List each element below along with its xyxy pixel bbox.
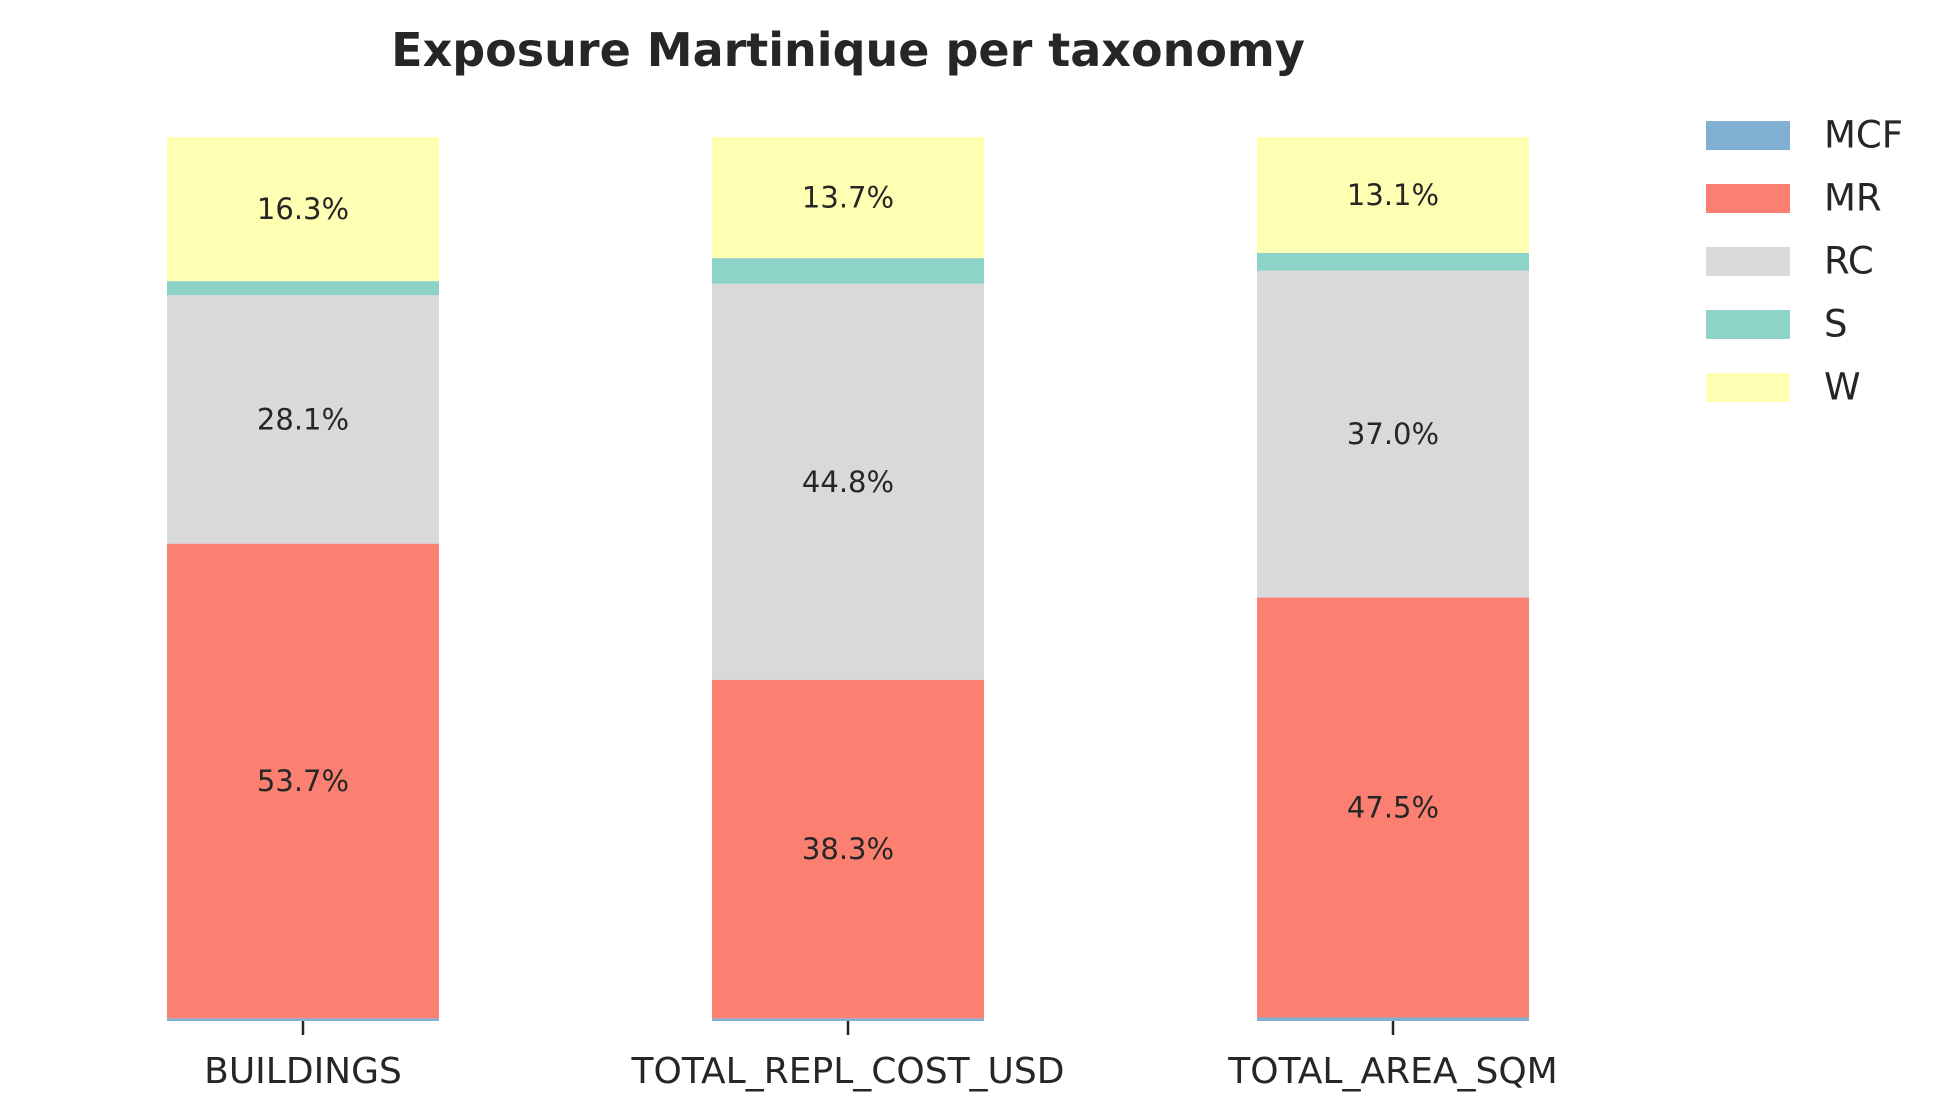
x-axis: BUILDINGS TOTAL_REPL_COST_USD TOTAL_AREA_S… xyxy=(204,1021,1558,1092)
x-tick-label-2: TOTAL_REPL_COST_USD xyxy=(631,1051,1065,1092)
bar-segment-mcf-2 xyxy=(712,1018,984,1021)
bar-segment-w-3 xyxy=(1257,137,1529,253)
legend-label-mr: MR xyxy=(1824,177,1882,220)
data-label-w-1: 16.3% xyxy=(257,192,349,226)
bar-segment-rc-2 xyxy=(712,283,984,680)
bar-segment-s-3 xyxy=(1257,252,1529,271)
legend-label-s: S xyxy=(1824,303,1848,346)
bar-segment-mr-3 xyxy=(1257,597,1529,1018)
bar-segment-w-1 xyxy=(167,137,439,282)
bar-segment-mcf-1 xyxy=(167,1018,439,1021)
x-tick-label-1: BUILDINGS xyxy=(204,1051,402,1092)
chart-title: Exposure Martinique per taxonomy xyxy=(391,23,1305,77)
bars-layer xyxy=(167,137,1529,1021)
bar-segment-rc-3 xyxy=(1257,270,1529,598)
data-label-mr-3: 47.5% xyxy=(1347,791,1439,825)
legend: MCF MR RC SW xyxy=(1706,114,1903,409)
data-labels-layer: 53.7% 28.1% 16.3% 38.3% 44.8% 13.7% 47.5% 37.0%… xyxy=(257,178,1439,866)
legend-label-w: W xyxy=(1824,366,1861,409)
legend-swatch-rc xyxy=(1706,247,1790,276)
bar-segment-mr-1 xyxy=(167,543,439,1019)
legend-swatch-mr xyxy=(1706,184,1790,213)
x-tick-label-3: TOTAL_AREA_SQM xyxy=(1227,1051,1557,1092)
data-label-rc-1: 28.1% xyxy=(257,402,349,436)
legend-swatch-w xyxy=(1706,373,1790,402)
bar-segment-w-2 xyxy=(712,137,984,259)
data-label-rc-3: 37.0% xyxy=(1347,417,1439,451)
bar-segment-s-2 xyxy=(712,258,984,284)
bar-segment-mcf-3 xyxy=(1257,1017,1529,1021)
data-label-w-3: 13.1% xyxy=(1347,178,1439,212)
bar-segment-mr-2 xyxy=(712,679,984,1019)
data-label-mr-2: 38.3% xyxy=(802,832,894,866)
data-label-w-2: 13.7% xyxy=(802,181,894,215)
legend-swatch-s xyxy=(1706,310,1790,339)
legend-label-mcf: MCF xyxy=(1824,114,1903,157)
bar-segment-s-1 xyxy=(167,281,439,296)
data-label-rc-2: 44.8% xyxy=(802,465,894,499)
legend-swatch-mcf xyxy=(1706,121,1790,150)
bar-segment-rc-1 xyxy=(167,295,439,544)
data-label-mr-1: 53.7% xyxy=(257,764,349,798)
legend-label-rc: RC xyxy=(1824,240,1874,283)
